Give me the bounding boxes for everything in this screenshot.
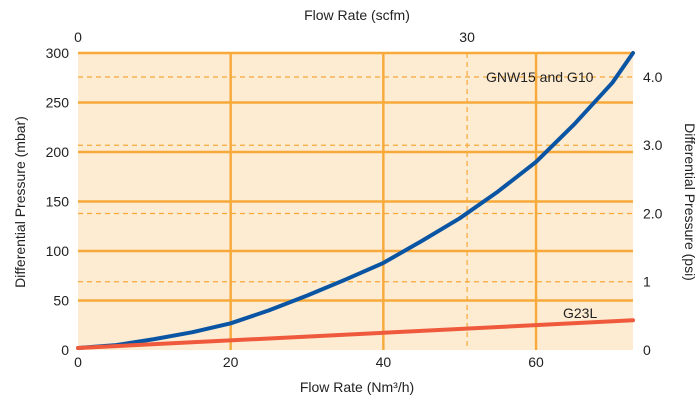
y-tick-label-100: 100 <box>46 243 70 259</box>
y-right-tick-label-4.0: 4.0 <box>643 69 663 85</box>
y-right-tick-label-3.0: 3.0 <box>643 137 663 153</box>
x-axis-title: Flow Rate (Nm³/h) <box>300 379 414 395</box>
series-label-g23l: G23L <box>563 305 597 321</box>
y-right-tick-label-0: 0 <box>643 342 651 358</box>
y-right-axis-title: Differential Pressure (psi) <box>682 123 697 281</box>
y-right-axis-tick-labels: 0 1 2.0 3.0 4.0 <box>643 69 663 358</box>
primary-axis-gridlines <box>78 51 633 350</box>
x-top-axis-tick-labels: 0306090 <box>74 29 475 45</box>
x-tick-label-0: 0 <box>74 354 82 370</box>
series-label-gnw15-g10: GNW15 and G10 <box>486 69 594 85</box>
series-line-gnw15-g10 <box>76 51 635 350</box>
y-right-tick-label-2.0: 2.0 <box>643 205 663 221</box>
y-tick-label-250: 250 <box>46 95 70 111</box>
x-axis-tick-labels: 0 20 40 60 <box>74 354 544 370</box>
y-tick-label-300: 300 <box>46 45 70 61</box>
series-lines <box>76 51 635 350</box>
x-top-tick-label-30: 30 <box>459 29 475 45</box>
y-axis-tick-labels: 0 50 100 150 200 250 300 <box>46 45 70 358</box>
x-top-tick-label-0: 0 <box>74 29 82 45</box>
y-tick-label-0: 0 <box>61 342 69 358</box>
y-right-tick-label-1: 1 <box>643 274 651 290</box>
series-line-g23l <box>76 318 635 350</box>
x-tick-label-40: 40 <box>376 354 392 370</box>
x-top-axis-title: Flow Rate (scfm) <box>304 7 410 23</box>
x-tick-label-20: 20 <box>223 354 239 370</box>
y-tick-label-150: 150 <box>46 194 70 210</box>
x-tick-label-60: 60 <box>528 354 544 370</box>
y-tick-label-50: 50 <box>53 293 69 309</box>
y-tick-label-200: 200 <box>46 144 70 160</box>
y-axis-title: Differential Pressure (mbar) <box>12 116 28 288</box>
